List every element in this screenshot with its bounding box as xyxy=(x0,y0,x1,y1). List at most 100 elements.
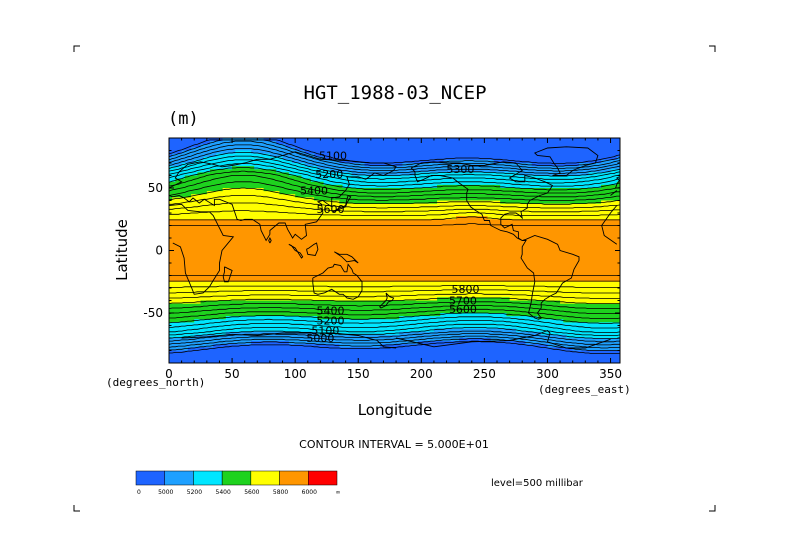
color-band-cell xyxy=(169,313,441,317)
color-band-cell xyxy=(169,309,620,314)
color-band-cell xyxy=(342,184,438,189)
contour-line xyxy=(169,335,620,349)
coastline xyxy=(410,161,580,320)
contour-line xyxy=(169,210,620,216)
contour-label-10: 5100 xyxy=(311,324,339,337)
x-axis-label: Longitude xyxy=(358,401,433,419)
coastline xyxy=(222,266,233,283)
contour-line xyxy=(169,167,620,191)
x-tick-label-5: 250 xyxy=(473,367,496,381)
contour-line xyxy=(169,297,620,304)
color-band-cell xyxy=(169,234,620,239)
color-band-cell xyxy=(364,163,403,167)
contour-line xyxy=(169,155,620,180)
x-tick-label-4: 200 xyxy=(410,367,433,381)
color-band-cell xyxy=(276,141,620,145)
colorbar-tick-label-7: ∞ xyxy=(336,489,341,496)
color-band-cell xyxy=(263,138,620,142)
color-band-cell xyxy=(323,156,618,161)
color-band-cell xyxy=(459,338,492,342)
x-axis-ticks: 0 50 100 150 200 250 300 350 xyxy=(165,138,622,381)
color-band-cell xyxy=(203,156,284,161)
corner-marks xyxy=(73,45,716,512)
contour-line xyxy=(169,181,620,201)
color-band-cell xyxy=(169,166,233,170)
contour-line xyxy=(169,223,620,226)
y-tick-label-1: 0 xyxy=(155,244,163,258)
color-band-cell xyxy=(616,156,620,161)
contour-line xyxy=(169,152,620,177)
colorbar-tick-label-6: 6000 xyxy=(302,489,317,496)
y-tick-label-0: -50 xyxy=(143,306,163,320)
color-band-cell xyxy=(169,222,620,227)
color-band-cell xyxy=(329,169,612,173)
color-band-cell xyxy=(169,153,173,158)
color-band-cell xyxy=(194,319,564,323)
contour-line xyxy=(169,148,620,174)
color-band-cell xyxy=(500,184,602,189)
contour-line xyxy=(169,216,620,221)
contour-line xyxy=(169,159,620,184)
color-band-cell xyxy=(169,200,340,205)
color-band-cell xyxy=(191,147,296,152)
color-band-cell xyxy=(191,194,296,198)
contour-label-6: 5700 xyxy=(449,294,477,307)
colorbar-swatch-3 xyxy=(221,470,252,486)
color-band-cell xyxy=(601,184,620,189)
color-band-cell xyxy=(169,306,620,311)
contour-line xyxy=(169,163,620,187)
color-band-cell xyxy=(288,172,353,177)
colorbar-legend: 0 5000 5200 5400 5600 5800 6000 ∞ xyxy=(135,470,341,496)
contour-label-5: 5800 xyxy=(451,283,479,296)
color-band-cell xyxy=(169,297,438,302)
contour-line xyxy=(169,320,620,333)
color-band-cell xyxy=(601,200,620,205)
colorbar-swatch-1 xyxy=(164,470,194,486)
color-band-cell xyxy=(175,178,312,183)
color-band-cell xyxy=(169,288,620,292)
color-band-cell xyxy=(490,338,620,342)
color-band-cell xyxy=(169,331,227,336)
contour-label-2: 5300 xyxy=(446,163,474,176)
color-band-cell xyxy=(169,175,186,180)
color-band-cell xyxy=(169,178,176,183)
color-band-cell xyxy=(169,241,620,245)
color-band-cell xyxy=(323,181,618,186)
contour-line xyxy=(169,312,620,324)
color-band-cell xyxy=(169,150,183,155)
contour-line xyxy=(169,316,620,329)
coastline xyxy=(312,263,363,300)
color-band-cell xyxy=(292,159,340,164)
color-band-cell xyxy=(200,144,287,148)
color-band-cell xyxy=(269,153,315,158)
color-band-cell xyxy=(500,200,602,205)
coastline xyxy=(306,242,319,257)
color-band-cell xyxy=(169,350,620,355)
color-band-cell xyxy=(169,228,620,233)
x-tick-label-2: 100 xyxy=(284,367,307,381)
color-band-cell xyxy=(232,166,255,170)
contour-line xyxy=(169,308,620,319)
contour-label-4: 5600 xyxy=(316,203,344,216)
contour-label-11: 5000 xyxy=(306,332,334,345)
color-band-cell xyxy=(169,316,227,320)
color-band-cell xyxy=(169,169,211,173)
color-band-cell xyxy=(194,159,293,164)
contour-label-9: 5200 xyxy=(316,314,344,327)
color-band-cell xyxy=(169,334,195,339)
color-band-cell xyxy=(197,172,290,177)
color-band-cell xyxy=(541,331,620,336)
colorbar-swatch-2 xyxy=(193,470,223,486)
x-tick-label-3: 150 xyxy=(347,367,370,381)
color-band-cell xyxy=(437,297,511,302)
coastline xyxy=(379,292,395,309)
color-band-cell xyxy=(169,275,620,280)
colorbar-tick-label-2: 5200 xyxy=(187,489,202,496)
color-band-cell xyxy=(254,166,318,170)
color-band-cell xyxy=(440,313,508,317)
color-band-cell xyxy=(317,316,400,320)
color-band-cell xyxy=(263,188,620,192)
coastline xyxy=(181,329,611,349)
